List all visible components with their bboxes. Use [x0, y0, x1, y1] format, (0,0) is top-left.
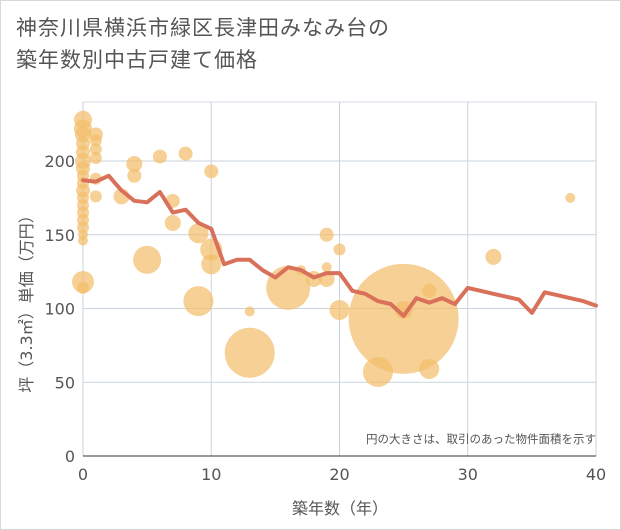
- scatter-point: [78, 235, 88, 246]
- scatter-point: [485, 248, 502, 265]
- chart-title-line1: 神奈川県横浜市緑区長津田みなみ台の: [16, 16, 390, 40]
- scatter-point: [126, 155, 143, 172]
- axes: 0 50 100 150 200 0 10 20 30 40: [44, 152, 606, 484]
- scatter-point: [183, 286, 214, 317]
- x-tick-label: 30: [458, 465, 478, 484]
- scatter-point: [89, 152, 102, 165]
- scatter-point: [188, 223, 209, 244]
- y-axis-label: 坪（3.3㎡）単価（万円）: [17, 207, 36, 392]
- y-tick-label: 50: [55, 373, 75, 392]
- scatter-point: [178, 146, 193, 161]
- scatter-point: [164, 214, 181, 231]
- scatter-point: [77, 281, 89, 294]
- scatter-point: [77, 221, 89, 234]
- chart-note: 円の大きさは、取引のあった物件面積を示す: [366, 432, 596, 446]
- scatter-point: [565, 192, 576, 203]
- scatter-point: [333, 243, 346, 256]
- x-tick-label: 10: [201, 465, 221, 484]
- trend-line: [81, 173, 598, 318]
- y-tick-label: 200: [44, 152, 75, 171]
- chart-title: 神奈川県横浜市緑区長津田みなみ台の 築年数別中古戸建て価格: [16, 12, 390, 76]
- scatter-point: [89, 134, 102, 147]
- scatter-point: [152, 149, 167, 164]
- scatter-point: [362, 356, 393, 387]
- scatter-point: [89, 190, 102, 203]
- scatter-point: [127, 168, 142, 183]
- chart-title-line2: 築年数別中古戸建て価格: [16, 48, 258, 72]
- scatter-point: [321, 262, 332, 273]
- x-axis-label: 築年数（年）: [292, 499, 388, 518]
- scatter-point: [244, 306, 255, 317]
- x-tick-label: 20: [329, 465, 349, 484]
- scatter-point: [89, 143, 102, 156]
- scatter-point: [201, 254, 222, 275]
- x-tick-label: 0: [78, 465, 88, 484]
- bubbles: [72, 110, 576, 387]
- scatter-point: [422, 283, 437, 298]
- x-tick-label: 40: [586, 465, 606, 484]
- y-tick-label: 150: [44, 226, 75, 245]
- scatter-point: [319, 227, 334, 242]
- trend-line-group: [81, 173, 598, 318]
- scatter-point: [133, 245, 162, 274]
- scatter-point: [76, 145, 90, 160]
- y-tick-label: 100: [44, 300, 75, 319]
- scatter-point: [329, 299, 350, 320]
- scatter-point: [419, 358, 440, 379]
- scatter-point: [224, 327, 275, 378]
- scatter-point: [204, 164, 219, 179]
- y-tick-label: 0: [65, 447, 75, 466]
